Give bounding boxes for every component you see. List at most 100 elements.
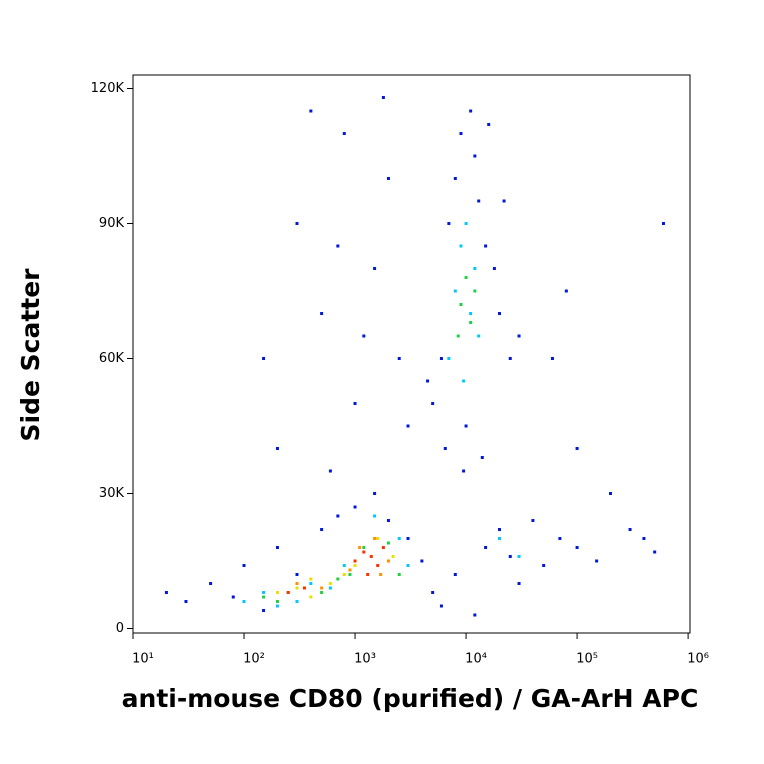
point	[362, 334, 366, 338]
point	[209, 582, 213, 585]
point	[386, 559, 390, 563]
point	[439, 357, 443, 360]
x-tick-label: 10⁵	[576, 652, 598, 667]
point	[275, 604, 279, 608]
point	[473, 154, 477, 158]
point	[502, 199, 506, 203]
point	[464, 424, 468, 428]
point	[342, 564, 346, 567]
point	[373, 537, 377, 540]
point	[473, 613, 477, 617]
point	[164, 591, 168, 594]
point	[328, 469, 332, 473]
point	[362, 546, 366, 549]
point	[469, 312, 473, 315]
point	[459, 303, 463, 306]
point	[447, 222, 451, 225]
point	[353, 505, 357, 509]
point	[336, 514, 340, 518]
point	[342, 573, 346, 576]
point	[366, 573, 370, 576]
point	[386, 519, 390, 522]
point	[406, 537, 410, 540]
point	[517, 334, 521, 338]
point	[353, 564, 357, 567]
point	[484, 546, 488, 549]
point	[564, 289, 568, 293]
point	[420, 559, 424, 563]
point	[653, 550, 657, 554]
point	[439, 604, 443, 608]
plot-frame	[132, 74, 691, 634]
point	[373, 514, 377, 518]
point	[431, 591, 435, 594]
point	[348, 573, 352, 576]
point	[302, 586, 306, 590]
point	[542, 564, 546, 567]
point	[295, 586, 299, 590]
point	[231, 595, 235, 599]
point	[275, 591, 279, 594]
point	[275, 546, 279, 549]
point	[348, 568, 352, 572]
point	[309, 577, 313, 581]
point	[295, 582, 299, 585]
point	[386, 541, 390, 545]
point	[517, 555, 521, 558]
point	[376, 564, 380, 567]
point	[497, 528, 501, 531]
point	[262, 609, 266, 612]
point	[459, 244, 463, 248]
point	[661, 222, 665, 225]
point	[595, 559, 599, 563]
point	[320, 586, 324, 590]
point	[386, 177, 390, 180]
point	[309, 595, 313, 599]
point	[184, 600, 188, 603]
point	[406, 564, 410, 567]
point	[262, 595, 266, 599]
point	[473, 267, 477, 270]
point	[443, 447, 447, 450]
point	[642, 537, 646, 540]
point	[558, 537, 562, 540]
point	[286, 591, 290, 594]
point	[456, 334, 460, 338]
point	[477, 334, 481, 338]
point	[320, 528, 324, 531]
point	[550, 357, 554, 360]
point	[362, 550, 366, 554]
point	[447, 357, 451, 360]
point	[477, 199, 481, 203]
point	[575, 546, 579, 549]
point	[628, 528, 632, 531]
point	[464, 222, 468, 225]
point	[609, 492, 613, 495]
point	[575, 447, 579, 450]
point	[336, 577, 340, 581]
point	[342, 132, 346, 135]
x-tick-label: 10³	[354, 652, 376, 667]
x-tick-label: 10¹	[132, 652, 154, 667]
point	[309, 582, 313, 585]
y-tick-label: 30K	[99, 486, 125, 501]
point	[462, 469, 466, 473]
point	[473, 289, 477, 293]
point	[391, 555, 395, 558]
y-tick-label: 120K	[91, 81, 125, 96]
point	[275, 600, 279, 603]
point	[353, 402, 357, 405]
point	[381, 96, 385, 99]
point	[492, 267, 496, 270]
point	[242, 600, 246, 603]
y-tick-label: 90K	[99, 216, 125, 231]
point	[462, 379, 466, 383]
point	[453, 289, 457, 293]
point	[369, 555, 373, 558]
point	[242, 564, 246, 567]
point	[469, 321, 473, 324]
point	[484, 244, 488, 248]
point	[464, 276, 468, 279]
point	[336, 244, 340, 248]
point	[497, 537, 501, 540]
